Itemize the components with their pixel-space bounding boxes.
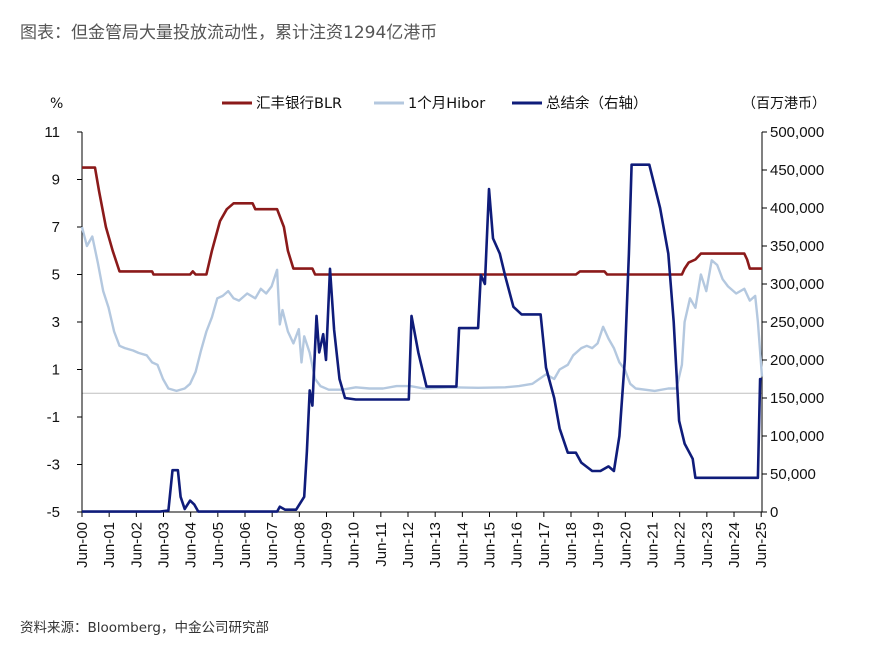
series-lines	[80, 163, 764, 513]
x-tick-label: Jun-17	[536, 522, 553, 568]
x-tick-label: Jun-07	[264, 522, 281, 568]
right-tick-label: 150,000	[770, 390, 824, 407]
left-tick-label: 5	[52, 267, 60, 284]
legend-label-blr: 汇丰银行BLR	[256, 95, 342, 112]
x-tick-label: Jun-05	[210, 522, 227, 568]
left-tick-label: 11	[44, 124, 60, 141]
x-tick-label: Jun-14	[454, 522, 471, 568]
left-axis-unit: %	[50, 96, 63, 112]
left-tick-label: -1	[47, 409, 60, 426]
x-tick-label: Jun-21	[645, 522, 662, 568]
right-axis-unit: （百万港币）	[742, 96, 826, 112]
right-tick-label: 350,000	[770, 238, 824, 255]
right-tick-label: 300,000	[770, 276, 824, 293]
right-tick-label: 250,000	[770, 314, 824, 331]
right-tick-label: 200,000	[770, 352, 824, 369]
x-tick-label: Jun-23	[699, 522, 716, 568]
series-line-blr	[82, 166, 762, 276]
x-tick-label: Jun-24	[726, 522, 743, 568]
legend-label-hibor: 1个月Hibor	[408, 95, 485, 112]
left-tick-label: 1	[52, 362, 60, 379]
source-note: 资料来源：Bloomberg，中金公司研究部	[20, 620, 269, 636]
x-tick-label: Jun-20	[617, 522, 634, 568]
right-tick-label: 500,000	[770, 124, 824, 141]
x-tick-label: Jun-11	[373, 522, 390, 567]
x-tick-label: Jun-13	[427, 522, 444, 568]
x-tick-label: Jun-19	[590, 522, 607, 568]
x-tick-label: Jun-06	[237, 522, 254, 568]
chart-area: 汇丰银行BLR 1个月Hibor 总结余（右轴） % （百万港币） 11 9 7 5 3…	[44, 94, 826, 568]
legend-label-balance: 总结余（右轴）	[546, 94, 648, 112]
x-tick-label: Jun-22	[672, 522, 689, 568]
axes: 11 9 7 5 3 1 -1 -3 -5 500,000 450,000 400,000 350,00…	[44, 124, 824, 568]
x-tick-label: Jun-02	[128, 522, 145, 568]
chart-title: 图表：但金管局大量投放流动性，累计注资1294亿港币	[20, 23, 438, 43]
x-tick-label: Jun-04	[183, 522, 200, 568]
right-tick-label: 450,000	[770, 162, 824, 179]
left-tick-label: -5	[47, 504, 60, 521]
right-tick-label: 400,000	[770, 200, 824, 217]
x-tick-label: Jun-03	[156, 522, 173, 568]
left-tick-label: 7	[52, 219, 60, 236]
x-tick-label: Jun-16	[509, 522, 526, 568]
left-tick-label: -3	[47, 457, 60, 474]
left-tick-label: 3	[52, 314, 60, 331]
right-tick-label: 0	[770, 504, 778, 521]
x-tick-label: Jun-01	[101, 522, 118, 568]
right-tick-label: 50,000	[770, 466, 816, 483]
x-tick-label: Jun-25	[753, 522, 770, 568]
x-tick-label: Jun-00	[74, 522, 91, 568]
left-tick-label: 9	[52, 172, 60, 189]
series-line-hibor	[80, 226, 764, 393]
legend: 汇丰银行BLR 1个月Hibor 总结余（右轴）	[222, 94, 648, 112]
x-tick-label: Jun-10	[346, 522, 363, 568]
x-tick-label: Jun-08	[291, 522, 308, 568]
right-tick-label: 100,000	[770, 428, 824, 445]
x-tick-label: Jun-18	[563, 522, 580, 568]
x-tick-label: Jun-12	[400, 522, 417, 568]
x-tick-label: Jun-15	[482, 522, 499, 568]
x-tick-label: Jun-09	[319, 522, 336, 568]
series-line-balance	[82, 163, 762, 513]
